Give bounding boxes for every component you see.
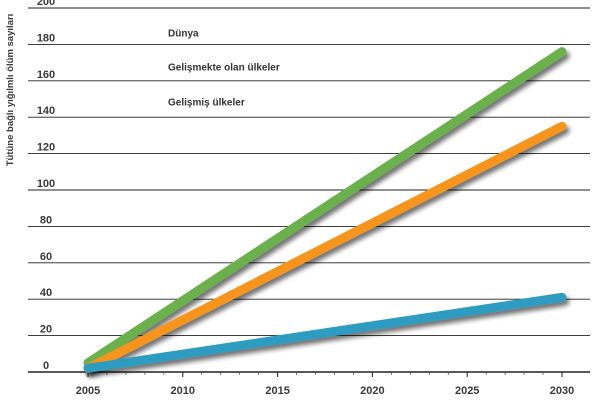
legend-label-2: Gelişmekte olan ülkeler: [168, 63, 280, 74]
legend-label-1: Dünya: [168, 29, 199, 40]
y-tick-label: 40: [40, 287, 52, 299]
x-tick-label: 2030: [550, 385, 574, 397]
y-tick-label: 20: [40, 324, 52, 336]
y-tick-label: 60: [40, 251, 52, 263]
y-tick-label: 180: [37, 32, 55, 44]
series-lines: [83, 47, 567, 373]
x-axis-ticks: 2005 2010 2015 2020 2025 2030: [76, 372, 574, 397]
series-line-3: [83, 292, 567, 373]
x-tick-label: 2025: [455, 385, 479, 397]
x-tick-label: 2015: [265, 385, 289, 397]
x-tick-label: 2005: [76, 385, 100, 397]
y-axis-ticks: 0 20 40 60 80 100 120 140 160 180 200: [37, 0, 55, 372]
x-tick-label: 2020: [360, 385, 384, 397]
y-tick-label: 120: [37, 142, 55, 154]
legend: Dünya Gelişmekte olan ülkeler Gelişmiş ülk…: [87, 28, 280, 109]
y-axis-title: Tütüne bağlı yığılmlı ölüm sayıları: [5, 14, 16, 167]
y-tick-label: 140: [37, 105, 55, 117]
y-tick-label: 80: [40, 214, 52, 226]
series-line-2: [83, 121, 567, 373]
legend-label-3: Gelişmiş ülkeler: [168, 98, 245, 109]
y-tick-label: 200: [37, 0, 55, 8]
x-tick-label: 2010: [171, 385, 195, 397]
series-line-1: [83, 47, 567, 368]
y-tick-label: 160: [37, 69, 55, 81]
y-tick-label: 0: [43, 360, 49, 372]
y-tick-label: 100: [37, 178, 55, 190]
